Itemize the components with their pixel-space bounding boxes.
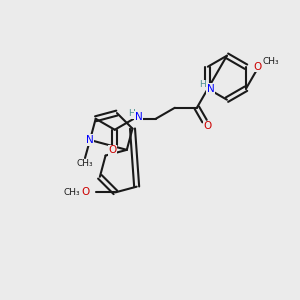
- Text: CH₃: CH₃: [262, 57, 279, 66]
- Text: N: N: [135, 112, 143, 122]
- Text: O: O: [203, 121, 212, 131]
- Text: O: O: [82, 188, 90, 197]
- Text: CH₃: CH₃: [77, 160, 93, 169]
- Text: N: N: [86, 135, 94, 145]
- Text: H: H: [128, 109, 135, 118]
- Text: CH₃: CH₃: [63, 188, 80, 197]
- Text: H: H: [200, 80, 206, 89]
- Text: O: O: [109, 145, 117, 155]
- Text: N: N: [207, 84, 215, 94]
- Text: O: O: [254, 61, 262, 71]
